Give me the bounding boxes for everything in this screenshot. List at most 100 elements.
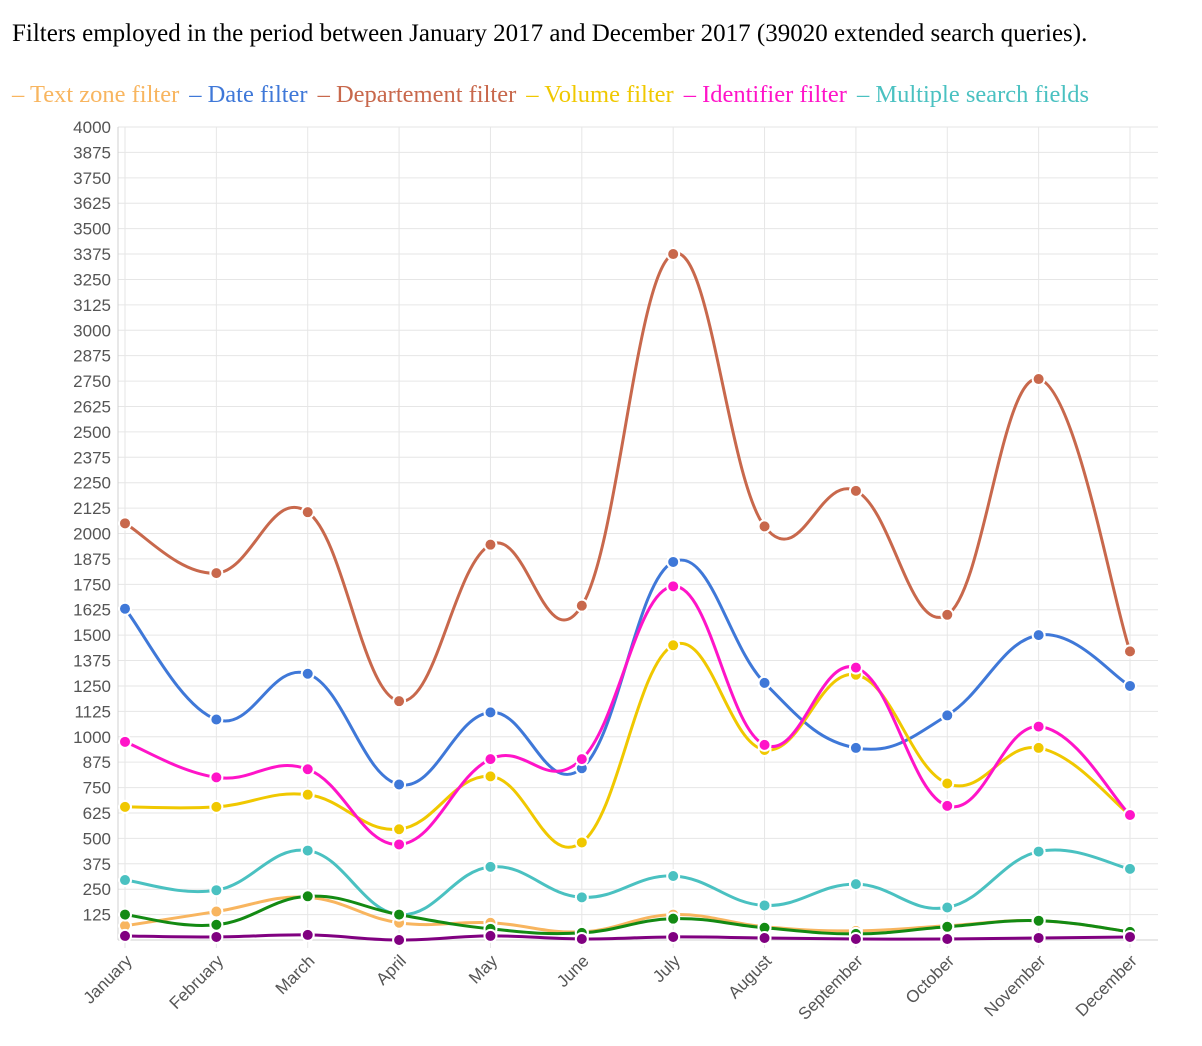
data-point-series-1 — [300, 666, 315, 681]
y-tick-label: 4000 — [73, 118, 111, 137]
legend-label: Text zone filter — [29, 81, 180, 108]
data-point-series-4 — [574, 752, 589, 767]
data-point-series-3 — [392, 822, 407, 837]
data-point-series-5 — [118, 873, 132, 888]
y-tick-label: 1000 — [73, 728, 111, 747]
data-point-series-1 — [118, 601, 132, 616]
y-tick-label: 3500 — [73, 220, 111, 239]
series-line-1 — [123, 558, 1131, 787]
data-point-series-7 — [848, 931, 863, 946]
data-point-series-1 — [848, 740, 863, 755]
data-point-series-5 — [940, 900, 955, 915]
data-point-series-5 — [666, 868, 681, 883]
y-tick-label: 1625 — [73, 601, 111, 620]
legend-dash-icon: – — [683, 81, 703, 108]
data-point-series-7 — [392, 933, 407, 947]
legend-label: Date filter — [207, 81, 308, 108]
legend-item-1: – Date filter — [189, 81, 307, 108]
legend-label: Departement filter — [335, 81, 517, 108]
legend-item-5: – Multiple search fields — [857, 81, 1089, 108]
chart-title: Filters employed in the period between J… — [12, 20, 1088, 47]
y-tick-label: 1750 — [73, 575, 111, 594]
data-point-series-6 — [209, 917, 224, 932]
data-point-series-4 — [118, 734, 132, 749]
data-point-series-2 — [574, 598, 589, 613]
y-tick-label: 1250 — [73, 677, 111, 696]
legend-item-3: – Volume filter — [526, 81, 673, 108]
series-line-7 — [124, 933, 1131, 942]
y-tick-label: 2875 — [73, 347, 111, 366]
series-line-2 — [124, 252, 1132, 703]
data-point-series-1 — [392, 777, 407, 792]
data-point-series-5 — [848, 877, 863, 892]
x-tick-label: January — [80, 951, 137, 1008]
data-point-series-1 — [940, 708, 955, 723]
legend-dash-icon: – — [526, 81, 545, 108]
data-point-series-2 — [940, 607, 955, 622]
data-point-series-0 — [209, 904, 224, 919]
data-point-series-3 — [1031, 740, 1046, 755]
y-tick-label: 3875 — [73, 143, 111, 162]
y-tick-label: 625 — [83, 804, 111, 823]
data-point-series-1 — [666, 554, 681, 569]
data-point-series-4 — [392, 837, 407, 852]
data-point-series-4 — [757, 737, 772, 752]
data-point-series-2 — [483, 537, 498, 552]
legend-label: Multiple search fields — [875, 81, 1089, 108]
data-point-series-3 — [118, 799, 132, 814]
data-point-series-5 — [757, 898, 772, 913]
data-point-series-4 — [1123, 808, 1137, 823]
data-point-series-6 — [300, 889, 315, 904]
data-point-series-7 — [209, 929, 224, 944]
y-tick-label: 1375 — [73, 652, 111, 671]
x-tick-label: December — [1072, 951, 1141, 1020]
y-tick-label: 2625 — [73, 397, 111, 416]
y-tick-label: 1875 — [73, 550, 111, 569]
y-tick-label: 250 — [83, 880, 111, 899]
y-tick-label: 750 — [83, 779, 111, 798]
series-line-4 — [124, 584, 1132, 846]
data-point-series-4 — [483, 752, 498, 767]
y-tick-label: 875 — [83, 753, 111, 772]
series-line-6 — [124, 894, 1131, 936]
x-tick-label: November — [981, 951, 1050, 1020]
data-point-series-3 — [300, 787, 315, 802]
x-tick-label: February — [166, 951, 228, 1013]
x-tick-label: August — [725, 951, 776, 1002]
y-tick-label: 2375 — [73, 448, 111, 467]
data-point-series-2 — [848, 483, 863, 498]
data-point-series-1 — [483, 705, 498, 720]
data-point-series-1 — [209, 712, 224, 727]
data-point-series-1 — [1123, 678, 1137, 693]
data-point-series-4 — [209, 770, 224, 785]
data-point-series-7 — [1123, 929, 1137, 944]
legend-label: Identifier filter — [702, 81, 847, 108]
y-tick-label: 1125 — [74, 702, 111, 721]
y-tick-label: 2250 — [73, 474, 111, 493]
data-point-series-7 — [1031, 930, 1046, 945]
data-point-series-2 — [118, 516, 132, 531]
x-tick-label: July — [649, 951, 684, 986]
data-point-series-4 — [940, 798, 955, 813]
data-point-series-3 — [483, 769, 498, 784]
data-point-series-7 — [757, 930, 772, 945]
y-tick-label: 2500 — [73, 423, 111, 442]
data-point-series-7 — [574, 931, 589, 946]
data-point-series-6 — [118, 907, 132, 922]
x-tick-label: April — [372, 951, 409, 988]
data-point-series-2 — [1123, 644, 1137, 659]
data-point-series-7 — [300, 927, 315, 942]
y-tick-label: 3375 — [73, 245, 111, 264]
y-tick-label: 3125 — [73, 296, 111, 315]
data-point-series-5 — [300, 843, 315, 858]
data-point-series-5 — [483, 859, 498, 874]
data-point-series-3 — [209, 799, 224, 814]
data-point-series-4 — [300, 762, 315, 777]
data-point-series-5 — [574, 890, 589, 905]
data-point-series-4 — [666, 579, 681, 594]
data-point-series-1 — [757, 675, 772, 690]
chart-legend: – Text zone filter – Date filter – Departe… — [12, 81, 1202, 109]
data-point-series-2 — [300, 505, 315, 520]
data-point-series-6 — [1031, 913, 1046, 928]
legend-item-0: – Text zone filter — [12, 81, 179, 108]
